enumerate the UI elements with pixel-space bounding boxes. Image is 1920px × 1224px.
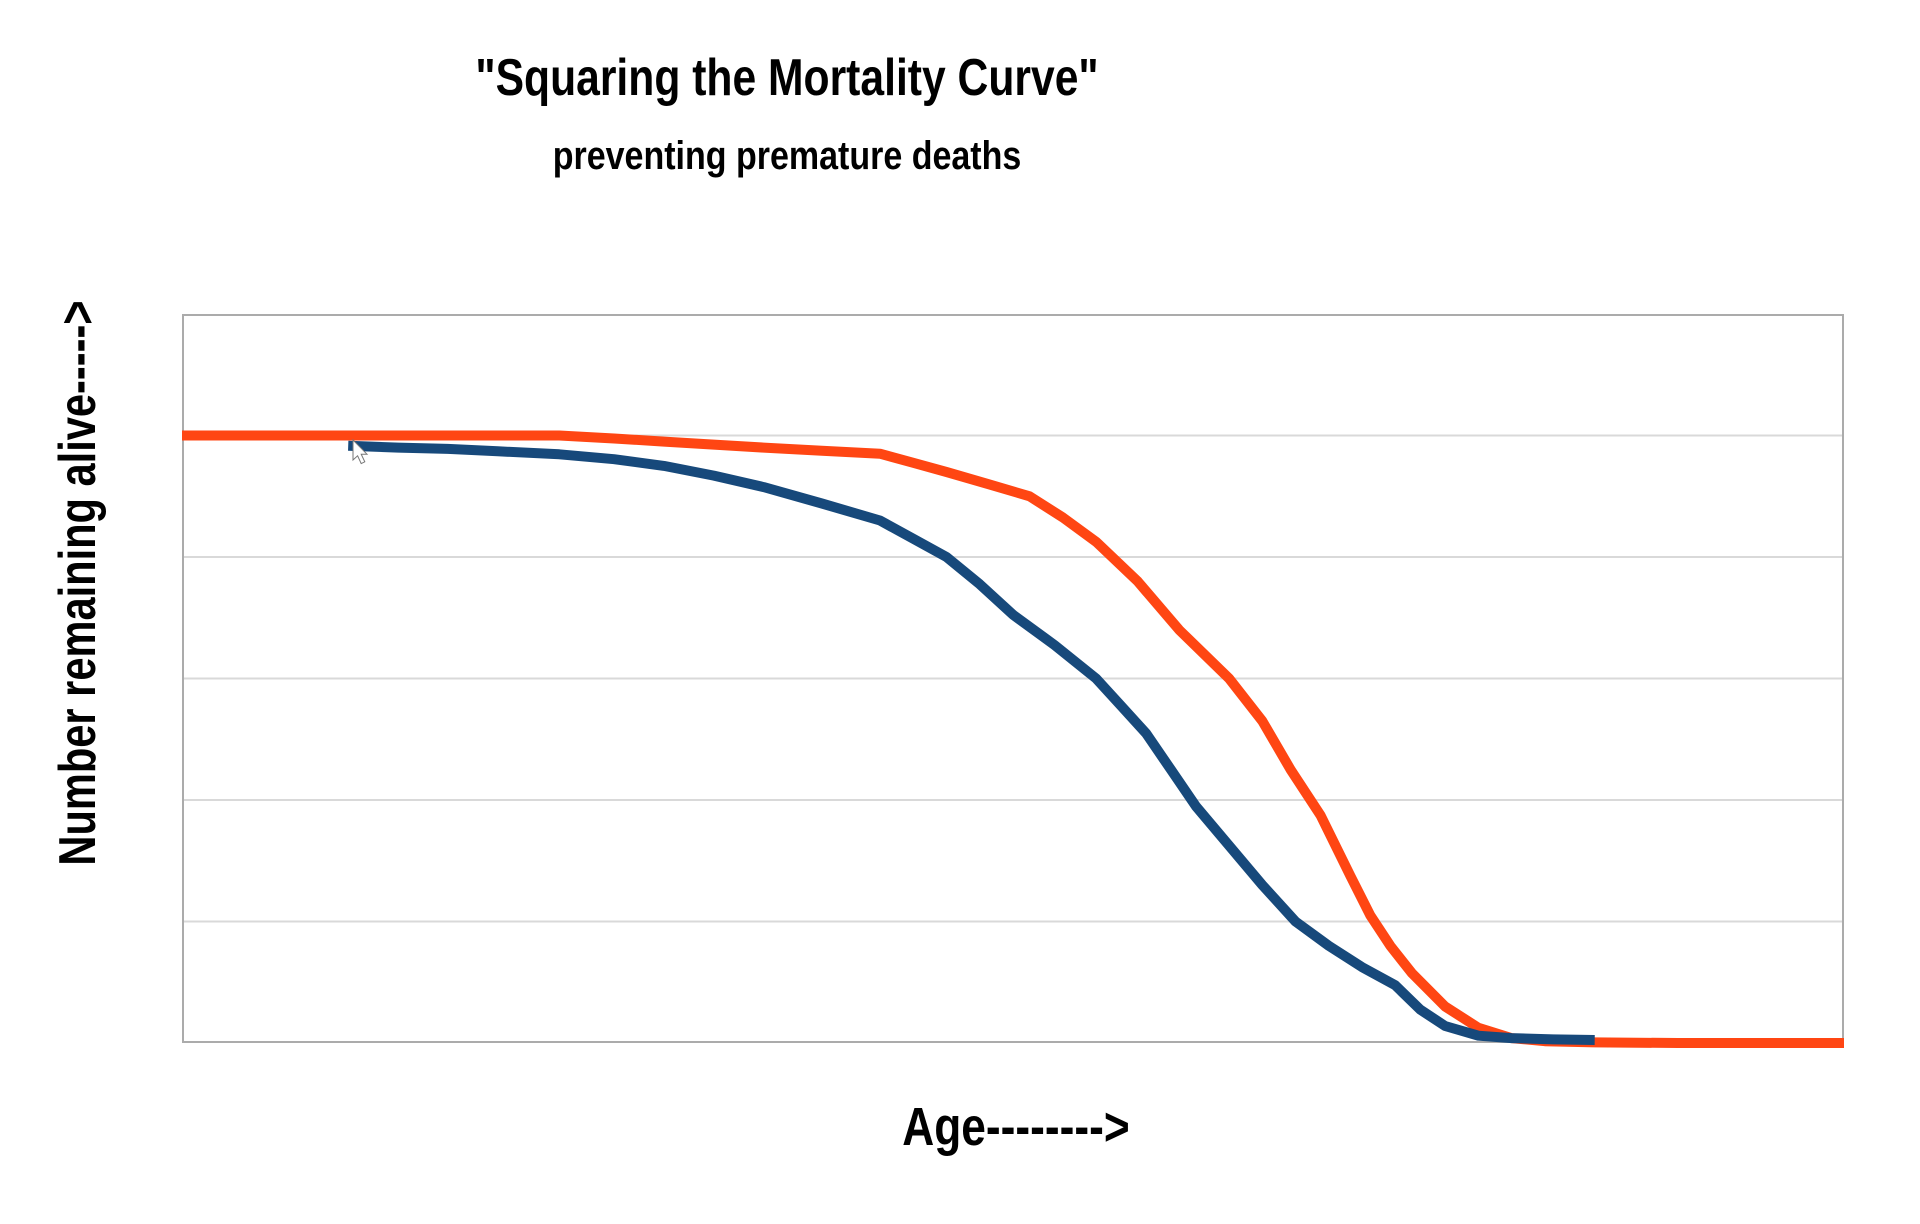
x-axis-label: Age--------> bbox=[902, 1097, 1130, 1157]
plot-border bbox=[182, 314, 1844, 1043]
chart-subtitle: preventing premature deaths bbox=[552, 134, 1022, 178]
mortality-curves-chart bbox=[182, 314, 1844, 1048]
survival-curves bbox=[182, 430, 1844, 1048]
orange-curve-squared-mortality bbox=[182, 430, 1844, 1048]
horizontal-gridlines bbox=[183, 434, 1843, 923]
plot-area bbox=[182, 314, 1844, 1048]
mouse-cursor-icon bbox=[352, 438, 369, 465]
chart-title: "Squaring the Mortality Curve" bbox=[475, 49, 1099, 107]
blue-curve-current-mortality bbox=[348, 440, 1595, 1045]
y-axis-label: Number remaining alive-----> bbox=[49, 300, 107, 866]
